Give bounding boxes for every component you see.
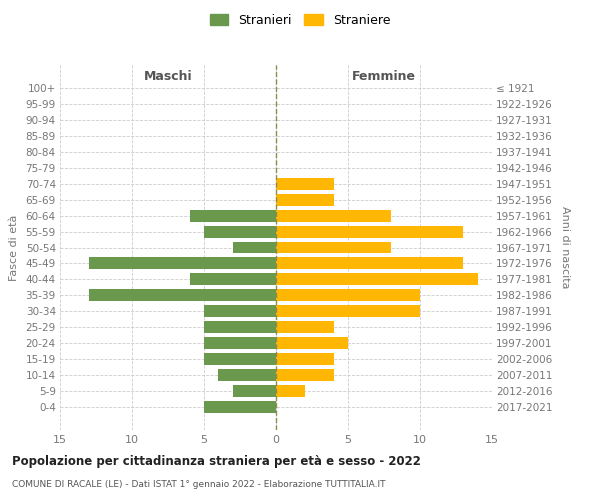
Bar: [276, 290, 420, 302]
Bar: [204, 306, 276, 318]
Bar: [276, 354, 334, 366]
Text: Popolazione per cittadinanza straniera per età e sesso - 2022: Popolazione per cittadinanza straniera p…: [12, 455, 421, 468]
Bar: [276, 306, 420, 318]
Text: COMUNE DI RACALE (LE) - Dati ISTAT 1° gennaio 2022 - Elaborazione TUTTITALIA.IT: COMUNE DI RACALE (LE) - Dati ISTAT 1° ge…: [12, 480, 386, 489]
Bar: [276, 242, 391, 254]
Y-axis label: Anni di nascita: Anni di nascita: [560, 206, 569, 289]
Bar: [233, 386, 276, 398]
Text: Femmine: Femmine: [352, 70, 416, 83]
Bar: [89, 258, 276, 270]
Bar: [276, 210, 391, 222]
Bar: [204, 402, 276, 413]
Bar: [276, 274, 478, 285]
Bar: [204, 226, 276, 237]
Bar: [276, 370, 334, 382]
Bar: [218, 370, 276, 382]
Bar: [276, 258, 463, 270]
Bar: [204, 354, 276, 366]
Legend: Stranieri, Straniere: Stranieri, Straniere: [205, 8, 395, 32]
Bar: [276, 338, 348, 349]
Bar: [276, 194, 334, 205]
Bar: [276, 322, 334, 334]
Bar: [204, 338, 276, 349]
Bar: [190, 210, 276, 222]
Bar: [89, 290, 276, 302]
Bar: [233, 242, 276, 254]
Bar: [190, 274, 276, 285]
Bar: [276, 226, 463, 237]
Bar: [276, 178, 334, 190]
Y-axis label: Fasce di età: Fasce di età: [8, 214, 19, 280]
Bar: [276, 386, 305, 398]
Bar: [204, 322, 276, 334]
Text: Maschi: Maschi: [143, 70, 193, 83]
